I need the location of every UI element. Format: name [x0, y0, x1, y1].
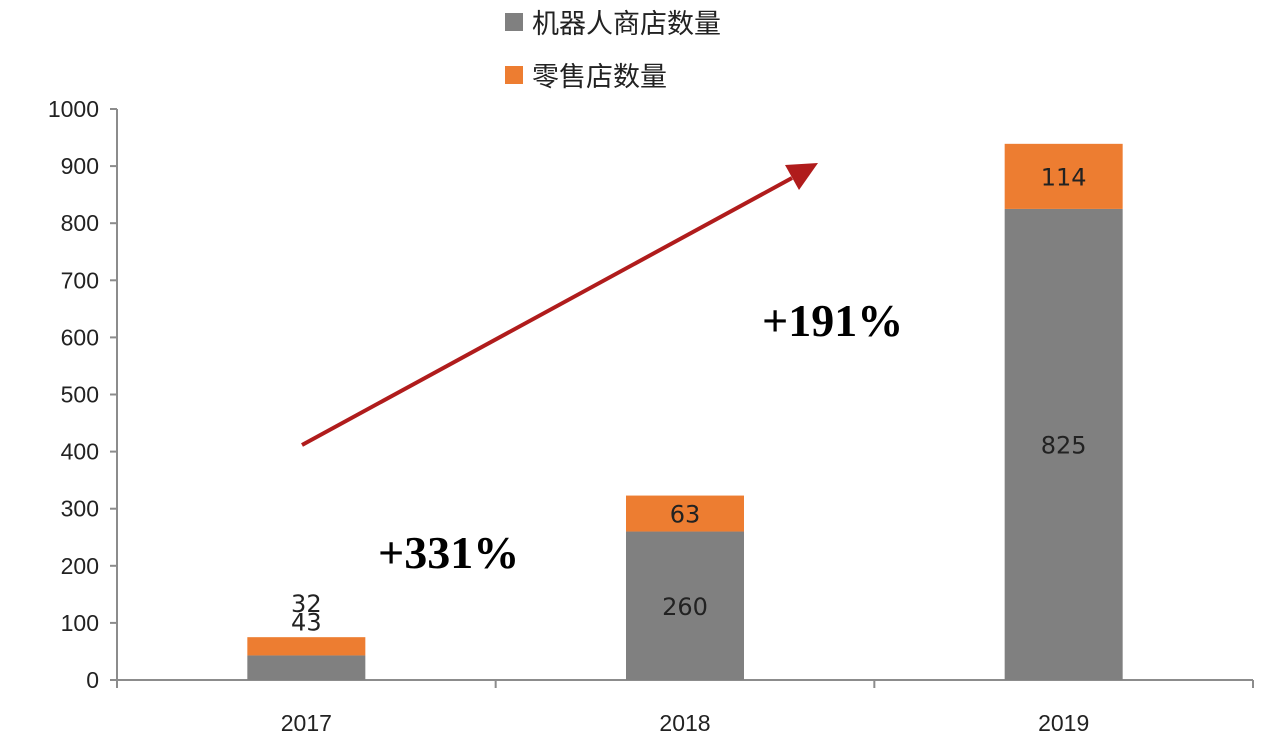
- trend-arrow-head: [785, 163, 818, 190]
- y-tick-label: 100: [61, 610, 99, 636]
- y-tick-label: 0: [86, 667, 99, 693]
- growth-label-2018-2019: +191%: [762, 295, 903, 346]
- bar-segment-2017-series-0: [247, 655, 366, 680]
- y-tick-label: 800: [61, 210, 99, 236]
- y-tick-label: 200: [61, 553, 99, 579]
- trend-arrow-shaft: [301, 176, 793, 447]
- y-tick-label: 900: [61, 153, 99, 179]
- data-label-2018-series-1: 63: [670, 501, 701, 529]
- bar-segment-2019-series-0: [1004, 208, 1123, 681]
- data-label-2019-series-0: 825: [1041, 431, 1087, 459]
- data-label-2017-series-0: 43: [291, 608, 322, 636]
- y-tick-label: 300: [61, 496, 99, 522]
- legend-swatch-retail-stores: [505, 66, 523, 84]
- y-tick-label: 700: [61, 267, 99, 293]
- y-tick-label: 1000: [48, 96, 99, 122]
- trend-arrow: [301, 163, 818, 447]
- bar-segment-2019-series-1: [1004, 143, 1123, 209]
- y-tick-label: 400: [61, 439, 99, 465]
- y-tick-label: 600: [61, 324, 99, 350]
- x-axis: 2017 2018 2019: [116, 679, 1254, 736]
- y-axis: 0 100 200 300 400 500 600 700 800 900 1000: [48, 96, 118, 693]
- data-label-2019-series-1: 114: [1041, 163, 1087, 191]
- data-label-2018-series-0: 260: [662, 593, 708, 621]
- x-tick-label: 2017: [281, 710, 332, 736]
- y-tick-label: 500: [61, 382, 99, 408]
- bars: [247, 143, 1123, 681]
- legend: 机器人商店数量 零售店数量: [505, 9, 721, 93]
- legend-label-retail-stores: 零售店数量: [532, 62, 667, 93]
- growth-label-2017-2018: +331%: [378, 527, 519, 578]
- legend-swatch-robot-stores: [505, 13, 523, 31]
- bar-segment-2018-series-0: [626, 531, 744, 680]
- bar-segment-2018-series-1: [626, 495, 744, 532]
- x-tick-label: 2018: [659, 710, 710, 736]
- data-label-2017-series-1: 32: [291, 590, 322, 618]
- x-tick-label: 2019: [1038, 710, 1089, 736]
- legend-label-robot-stores: 机器人商店数量: [532, 9, 721, 40]
- bar-segment-2017-series-1: [247, 637, 366, 656]
